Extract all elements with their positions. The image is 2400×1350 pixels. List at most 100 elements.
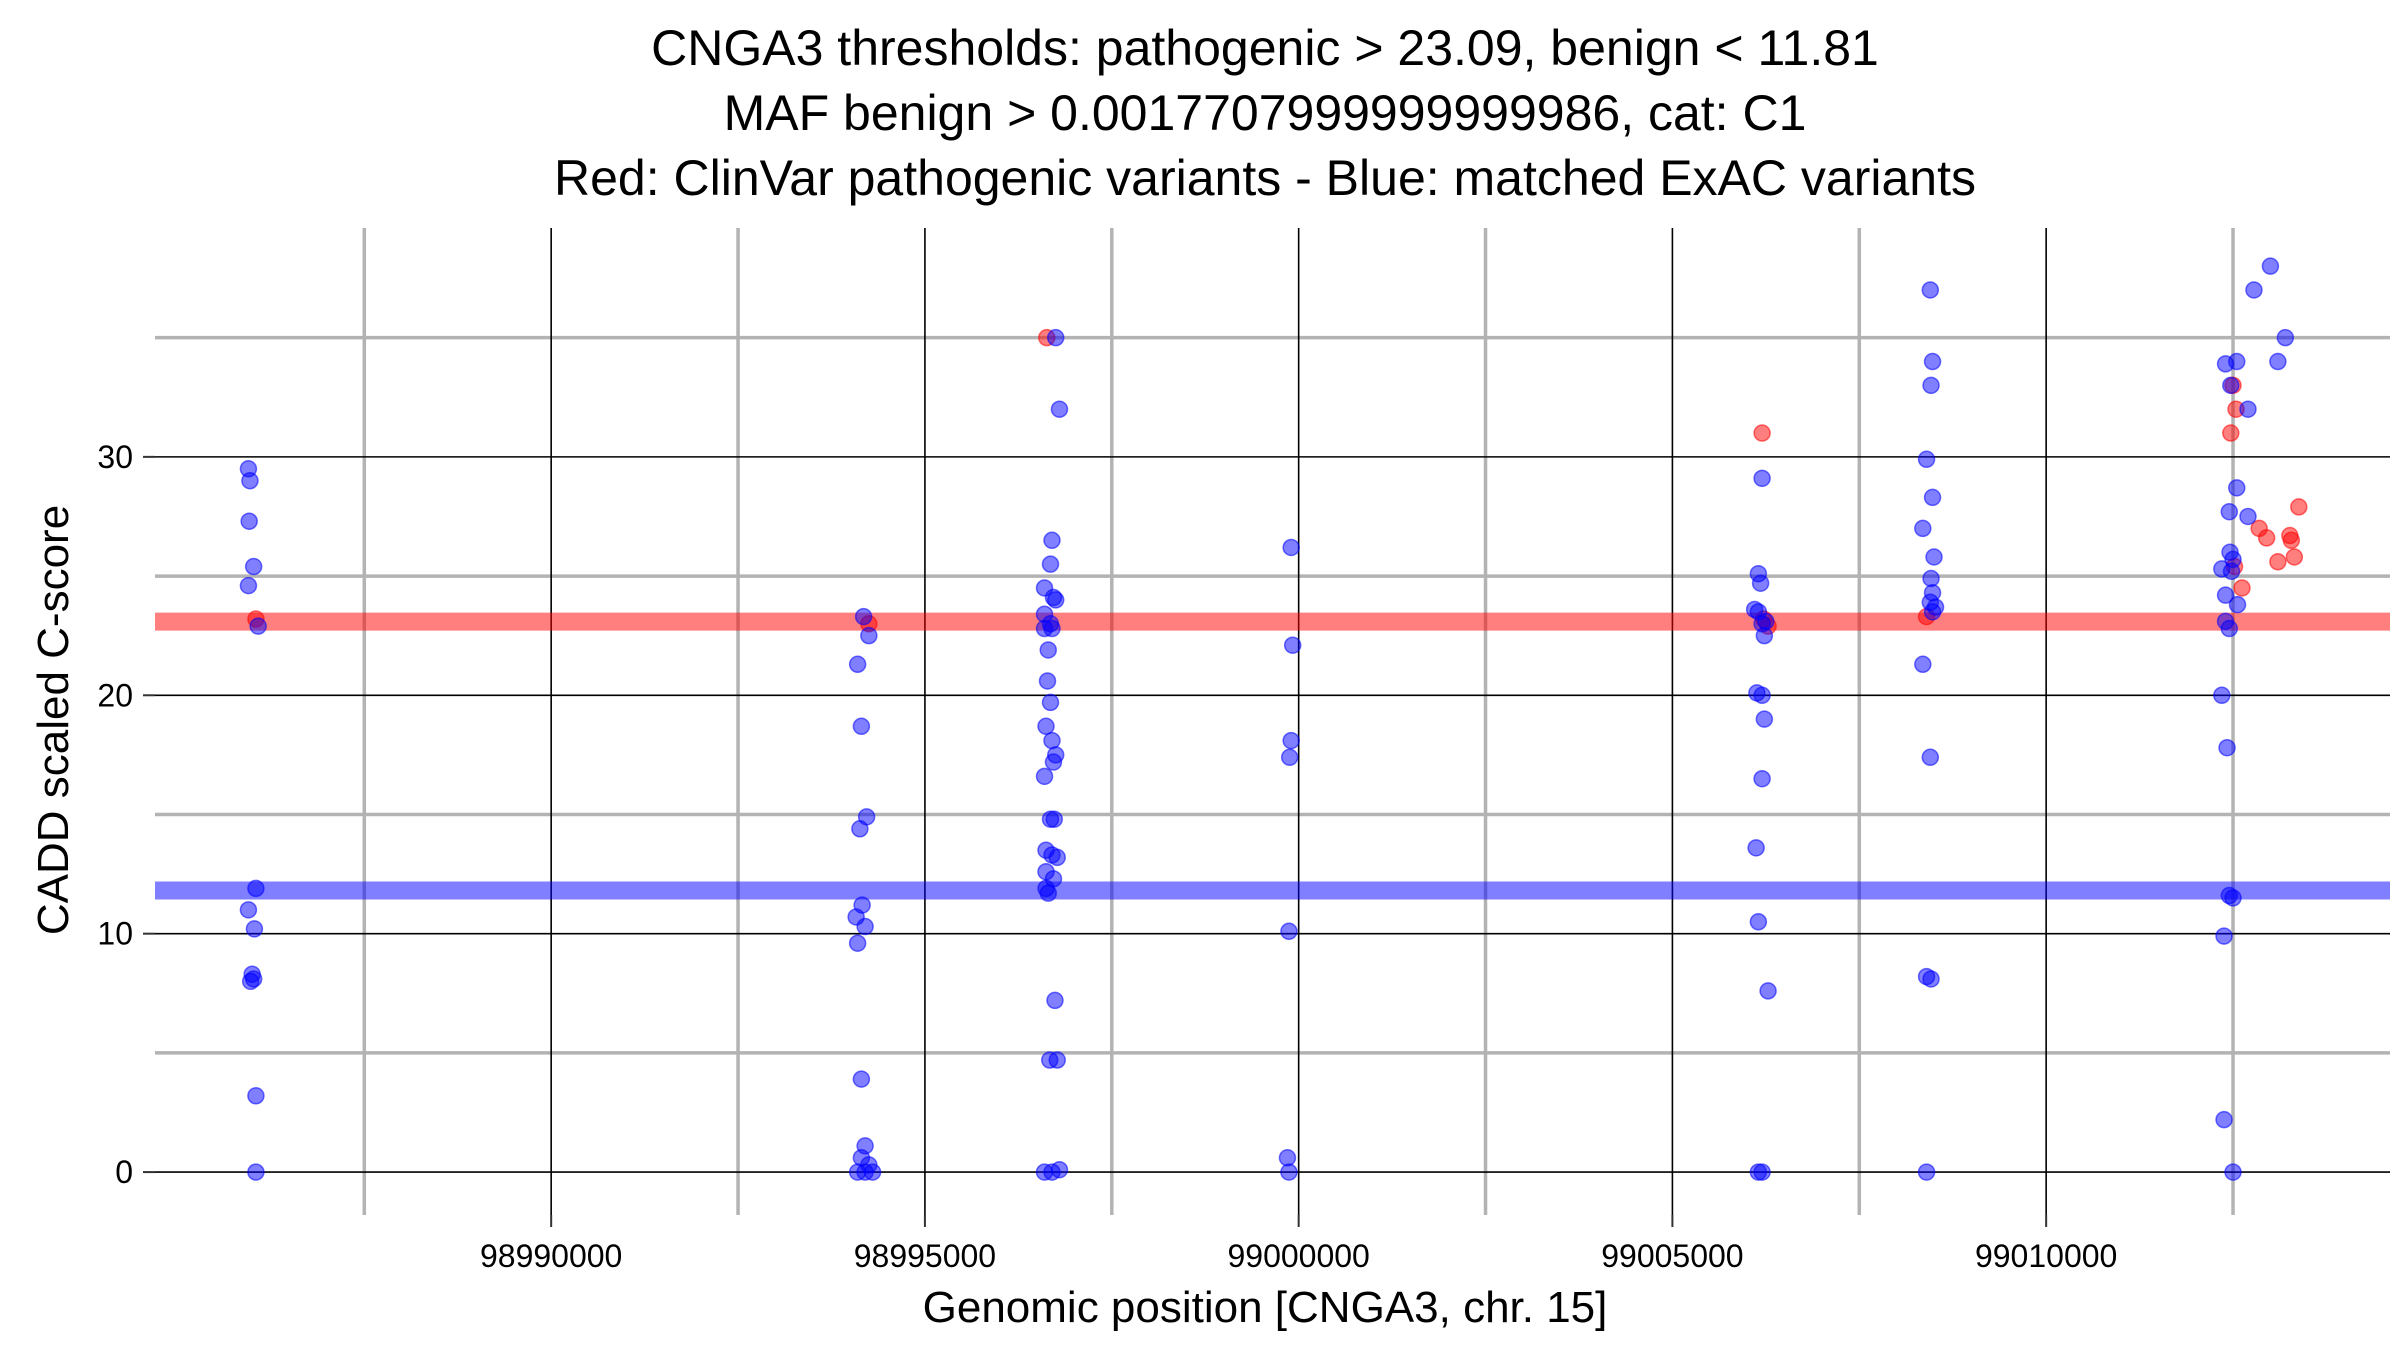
data-point-1-85	[1759, 982, 1777, 1000]
y-tick-label-2: 20	[97, 677, 133, 713]
data-point-1-112	[2276, 328, 2295, 347]
data-point-0-9	[2222, 424, 2240, 442]
data-point-1-32	[1050, 400, 1069, 418]
data-point-1-70	[1278, 1149, 1297, 1167]
data-point-1-126	[2218, 738, 2236, 757]
data-point-1-22	[856, 917, 874, 936]
series-0	[247, 328, 2308, 635]
data-point-1-94	[1914, 519, 1932, 538]
data-point-1-34	[1041, 555, 1060, 573]
data-point-1-67	[1282, 731, 1300, 750]
data-point-1-54	[1048, 848, 1066, 867]
data-point-1-5	[249, 617, 267, 635]
data-point-1-78	[1755, 626, 1774, 645]
data-point-0-18	[2290, 498, 2308, 516]
data-point-1-31	[1046, 328, 1065, 347]
threshold-lines	[155, 612, 2390, 900]
y-axis-label: CADD scaled C-score	[29, 505, 78, 935]
data-point-1-108	[2222, 376, 2240, 395]
data-point-1-66	[1283, 636, 1302, 654]
data-point-1-24	[852, 1070, 871, 1088]
data-point-1-59	[1046, 991, 1064, 1010]
y-tick-label-0: 0	[115, 1154, 133, 1190]
data-point-1-128	[2224, 889, 2242, 907]
grid-lines	[155, 228, 2390, 1215]
data-point-1-69	[1280, 922, 1298, 941]
data-point-1-16	[848, 655, 867, 674]
axis-ticks: 98990000 98995000 99000000 99005000 99010000…	[97, 439, 2117, 1274]
data-point-1-2	[240, 512, 258, 530]
x-tick-label-4: 99010000	[1975, 1238, 2117, 1274]
data-point-1-130	[2215, 1110, 2233, 1129]
data-point-1-1	[241, 471, 259, 490]
data-point-1-68	[1280, 748, 1299, 767]
data-point-1-30	[863, 1163, 882, 1181]
x-tick-label-0: 98990000	[480, 1238, 622, 1274]
y-tick-label-1: 10	[97, 916, 133, 952]
data-point-1-80	[1753, 686, 1771, 705]
data-point-1-100	[1923, 603, 1942, 621]
data-point-1-14	[854, 607, 873, 626]
series-1	[239, 257, 2295, 1181]
data-point-1-113	[2269, 352, 2287, 371]
data-point-1-6	[247, 879, 265, 898]
data-point-1-4	[239, 576, 258, 595]
data-point-1-110	[2245, 281, 2263, 299]
data-point-1-83	[1747, 839, 1765, 857]
data-point-1-102	[1921, 748, 1940, 767]
data-point-1-114	[2228, 479, 2246, 497]
x-axis-label: Genomic position [CNGA3, chr. 15]	[923, 1283, 1608, 1332]
data-point-1-116	[2220, 502, 2239, 521]
data-point-0-3	[1753, 424, 1771, 442]
data-point-1-3	[244, 557, 263, 576]
data-point-1-15	[860, 626, 878, 645]
data-point-1-51	[1041, 810, 1060, 828]
data-point-1-71	[1280, 1163, 1298, 1181]
data-point-1-89	[1921, 281, 1940, 299]
x-tick-label-2: 99000000	[1227, 1238, 1369, 1274]
data-point-1-121	[2216, 586, 2235, 604]
data-point-1-12	[247, 1087, 265, 1105]
data-point-1-86	[1753, 469, 1771, 488]
data-point-1-58	[1039, 884, 1058, 902]
data-point-1-11	[244, 970, 263, 988]
data-point-1-13	[247, 1163, 265, 1181]
data-point-1-131	[2224, 1163, 2242, 1181]
chart-title-line-3: Red: ClinVar pathogenic variants - Blue:…	[554, 150, 1976, 206]
data-point-1-120	[2222, 562, 2241, 581]
data-point-1-107	[2216, 355, 2235, 373]
data-point-1-64	[1050, 1160, 1069, 1179]
data-point-0-17	[2285, 548, 2304, 566]
data-point-1-48	[1044, 753, 1063, 771]
x-tick-label-3: 99005000	[1601, 1238, 1743, 1274]
data-point-1-104	[1922, 970, 1940, 988]
data-points	[239, 257, 2308, 1181]
data-point-1-90	[1923, 352, 1942, 371]
data-point-1-19	[851, 820, 869, 838]
data-point-1-125	[2213, 686, 2231, 705]
data-point-1-8	[245, 920, 264, 938]
data-point-1-42	[1039, 641, 1058, 659]
data-point-1-49	[1035, 767, 1054, 786]
data-point-0-13	[2257, 529, 2276, 547]
data-point-1-81	[1755, 710, 1774, 728]
data-point-1-111	[2261, 257, 2280, 275]
data-point-1-23	[848, 934, 867, 952]
y-tick-label-3: 30	[97, 439, 133, 475]
data-point-1-115	[2239, 507, 2257, 526]
chart-title-line-1: CNGA3 thresholds: pathogenic > 23.09, be…	[651, 20, 1879, 76]
chart-title-line-2: MAF benign > 0.0017707999999999986, cat:…	[724, 85, 1807, 141]
x-tick-label-1: 98995000	[854, 1238, 996, 1274]
data-point-1-91	[1922, 376, 1940, 395]
data-point-1-95	[1925, 548, 1943, 566]
data-point-1-73	[1751, 574, 1770, 592]
data-point-1-101	[1914, 655, 1932, 674]
data-point-1-122	[2228, 595, 2247, 614]
data-point-1-46	[1043, 731, 1061, 750]
data-point-1-96	[1922, 569, 1940, 588]
data-point-1-37	[1046, 591, 1065, 609]
data-point-1-93	[1923, 488, 1942, 507]
data-point-1-43	[1038, 672, 1057, 690]
data-point-0-14	[2269, 553, 2287, 571]
